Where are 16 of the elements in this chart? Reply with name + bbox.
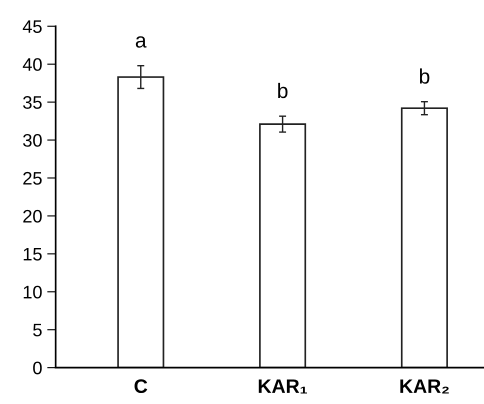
y-tick-label: 30 [23, 134, 42, 147]
y-tick-label: 25 [23, 172, 42, 185]
x-tick-label: KAR₂ [400, 379, 449, 394]
y-tick-label: 10 [24, 286, 42, 298]
annotation: a [136, 36, 147, 48]
y-tick-label: 35 [23, 96, 42, 109]
x-tick-label: KAR₁ [258, 379, 308, 394]
annotation: b [420, 68, 430, 84]
annotation: b [278, 82, 288, 98]
y-tick-label: 20 [23, 210, 42, 223]
y-tick-label: 45 [22, 20, 42, 33]
y-tick-label: 0 [33, 362, 42, 374]
y-tick-label: 15 [24, 248, 42, 261]
x-tick-label: C [134, 379, 148, 394]
y-tick-label: 40 [22, 58, 42, 71]
y-tick-label: 5 [33, 324, 42, 336]
